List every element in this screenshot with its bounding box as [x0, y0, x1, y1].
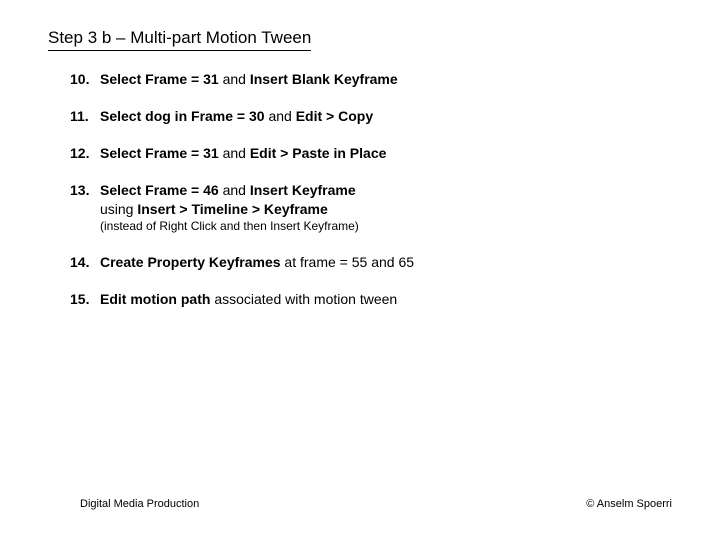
slide: Step 3 b – Multi-part Motion Tween 10.Se… [0, 0, 720, 540]
step-continuation: using Insert > Timeline > Keyframe [100, 200, 650, 219]
step-text: Insert > Timeline > Keyframe [137, 201, 327, 217]
step-text: at frame = 55 and 65 [281, 254, 414, 270]
step-text: Insert Keyframe [250, 182, 356, 198]
step-text: Create Property Keyframes [100, 254, 281, 270]
step-list: 10.Select Frame = 31 and Insert Blank Ke… [70, 70, 650, 326]
step-number: 15. [70, 290, 100, 309]
step-text: Edit > Copy [296, 108, 373, 124]
step-text: and [219, 182, 250, 198]
step-text: Select Frame = 31 [100, 145, 219, 161]
step-text: and [265, 108, 296, 124]
step-number: 11. [70, 107, 100, 126]
step-item-15: 15.Edit motion path associated with moti… [70, 290, 650, 309]
step-text: Select Frame = 31 [100, 71, 219, 87]
step-text: associated with motion tween [210, 291, 397, 307]
step-text: Edit motion path [100, 291, 210, 307]
step-text: and [219, 145, 250, 161]
step-number: 13. [70, 181, 100, 200]
step-note: (instead of Right Click and then Insert … [100, 218, 650, 234]
step-item-10: 10.Select Frame = 31 and Insert Blank Ke… [70, 70, 650, 89]
step-item-11: 11.Select dog in Frame = 30 and Edit > C… [70, 107, 650, 126]
step-text: Insert Blank Keyframe [250, 71, 398, 87]
step-item-13: 13.Select Frame = 46 and Insert Keyframe… [70, 181, 650, 235]
footer-right: © Anselm Spoerri [586, 498, 672, 510]
step-item-14: 14.Create Property Keyframes at frame = … [70, 253, 650, 272]
step-number: 14. [70, 253, 100, 272]
footer-left: Digital Media Production [80, 498, 199, 510]
step-text: Edit > Paste in Place [250, 145, 387, 161]
step-text: Select Frame = 46 [100, 182, 219, 198]
step-text: Select dog in Frame = 30 [100, 108, 265, 124]
slide-title: Step 3 b – Multi-part Motion Tween [48, 28, 311, 51]
step-number: 12. [70, 144, 100, 163]
step-text: and [219, 71, 250, 87]
step-number: 10. [70, 70, 100, 89]
step-text: using [100, 201, 137, 217]
step-item-12: 12.Select Frame = 31 and Edit > Paste in… [70, 144, 650, 163]
